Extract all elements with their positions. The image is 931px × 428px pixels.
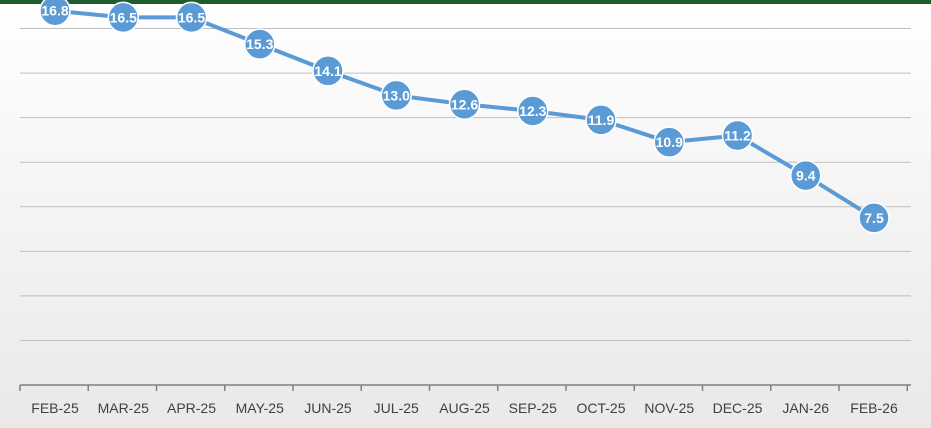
data-point xyxy=(517,95,549,127)
data-point xyxy=(790,159,822,192)
x-tick-label: JUN-25 xyxy=(304,400,352,416)
data-point xyxy=(312,55,344,87)
data-point xyxy=(653,126,685,158)
data-label: 7.5 xyxy=(864,210,884,226)
data-point xyxy=(244,28,276,60)
data-label: 15.3 xyxy=(246,36,273,52)
data-point xyxy=(585,104,617,136)
data-label: 16.8 xyxy=(41,3,68,19)
data-label: 14.1 xyxy=(314,63,341,79)
data-label: 12.3 xyxy=(519,103,546,119)
data-label: 13.0 xyxy=(383,87,410,103)
data-label: 12.6 xyxy=(451,96,478,112)
data-label: 10.9 xyxy=(656,134,683,150)
x-tick-label: DEC-25 xyxy=(713,400,763,416)
data-label: 11.9 xyxy=(588,112,615,128)
data-point xyxy=(107,1,139,34)
x-tick-label: FEB-25 xyxy=(31,400,79,416)
data-label: 16.5 xyxy=(178,9,205,25)
x-tick-label: MAR-25 xyxy=(98,400,150,416)
data-point xyxy=(448,88,481,121)
x-tick-label: JUL-25 xyxy=(374,400,419,416)
x-tick-label: MAY-25 xyxy=(236,400,284,416)
data-point xyxy=(175,1,208,34)
data-point xyxy=(721,119,754,152)
gridlines xyxy=(20,28,911,341)
x-tick-label: APR-25 xyxy=(167,400,216,416)
x-tick-label: AUG-25 xyxy=(439,400,490,416)
data-point xyxy=(39,0,71,27)
data-label: 11.2 xyxy=(724,127,751,143)
data-point xyxy=(380,79,412,112)
data-label: 9.4 xyxy=(796,168,816,184)
x-tick-label: JAN-26 xyxy=(782,400,829,416)
x-tick-label: OCT-25 xyxy=(576,400,625,416)
x-tick-labels: FEB-25 MAR-25 APR-25 MAY-25 JUN-25 JUL-25 AUG-… xyxy=(31,400,898,416)
data-point xyxy=(858,202,890,234)
data-markers: 16.8 16.5 16.5 15.3 14.1 13.0 12.6 12.3 11.9 10.9… xyxy=(39,0,890,234)
x-tick-label: SEP-25 xyxy=(509,400,557,416)
data-label: 16.5 xyxy=(110,9,137,25)
top-band xyxy=(0,0,931,4)
x-tick-label: NOV-25 xyxy=(644,400,694,416)
x-axis xyxy=(19,384,911,391)
x-tick-label: FEB-26 xyxy=(850,400,898,416)
